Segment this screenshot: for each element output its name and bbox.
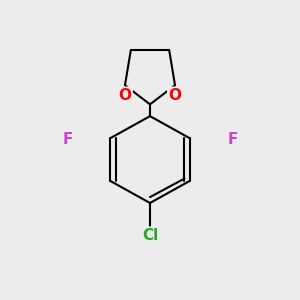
Text: F: F [62, 132, 73, 147]
Text: O: O [118, 88, 131, 103]
Text: F: F [227, 132, 238, 147]
Text: Cl: Cl [142, 228, 158, 243]
Text: O: O [169, 88, 182, 103]
